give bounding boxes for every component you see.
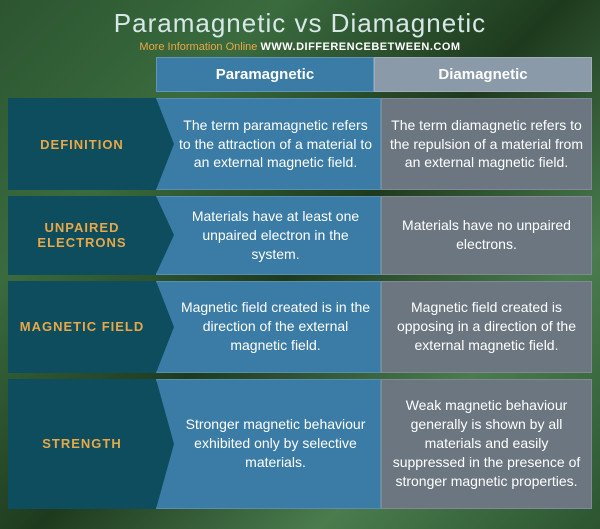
subtitle-url: WWW.DIFFERENCEBETWEEN.COM <box>260 41 460 53</box>
cell-definition-paramagnetic: The term paramagnetic refers to the attr… <box>156 98 381 190</box>
column-headers: Paramagnetic Diamagnetic <box>156 57 592 92</box>
comparison-table: Paramagnetic Diamagnetic DEFINITION The … <box>0 57 600 509</box>
row-label-wrapper: STRENGTH <box>8 379 156 509</box>
row-label-wrapper: DEFINITION <box>8 98 156 190</box>
subtitle: More Information Online WWW.DIFFERENCEBE… <box>0 41 600 53</box>
row-label-magnetic-field: MAGNETIC FIELD <box>8 281 156 373</box>
cell-strength-paramagnetic: Stronger magnetic behaviour exhibited on… <box>156 379 381 509</box>
cell-unpaired-diamagnetic: Materials have no unpaired electrons. <box>381 196 592 275</box>
table-row: UNPAIRED ELECTRONS Materials have at lea… <box>8 196 592 275</box>
table-row: DEFINITION The term paramagnetic refers … <box>8 98 592 190</box>
column-header-diamagnetic: Diamagnetic <box>374 57 592 92</box>
cell-definition-diamagnetic: The term diamagnetic refers to the repul… <box>381 98 592 190</box>
page-title: Paramagnetic vs Diamagnetic <box>0 8 600 39</box>
row-label-wrapper: UNPAIRED ELECTRONS <box>8 196 156 275</box>
cell-unpaired-paramagnetic: Materials have at least one unpaired ele… <box>156 196 381 275</box>
cell-field-diamagnetic: Magnetic field created is opposing in a … <box>381 281 592 373</box>
cell-strength-diamagnetic: Weak magnetic behaviour generally is sho… <box>381 379 592 509</box>
row-label-unpaired-electrons: UNPAIRED ELECTRONS <box>8 196 156 275</box>
row-label-wrapper: MAGNETIC FIELD <box>8 281 156 373</box>
column-header-paramagnetic: Paramagnetic <box>156 57 374 92</box>
cell-field-paramagnetic: Magnetic field created is in the directi… <box>156 281 381 373</box>
table-row: MAGNETIC FIELD Magnetic field created is… <box>8 281 592 373</box>
header: Paramagnetic vs Diamagnetic More Informa… <box>0 0 600 57</box>
subtitle-prefix: More Information Online <box>139 41 257 53</box>
table-row: STRENGTH Stronger magnetic behaviour exh… <box>8 379 592 509</box>
row-label-definition: DEFINITION <box>8 98 156 190</box>
row-label-strength: STRENGTH <box>8 379 156 509</box>
